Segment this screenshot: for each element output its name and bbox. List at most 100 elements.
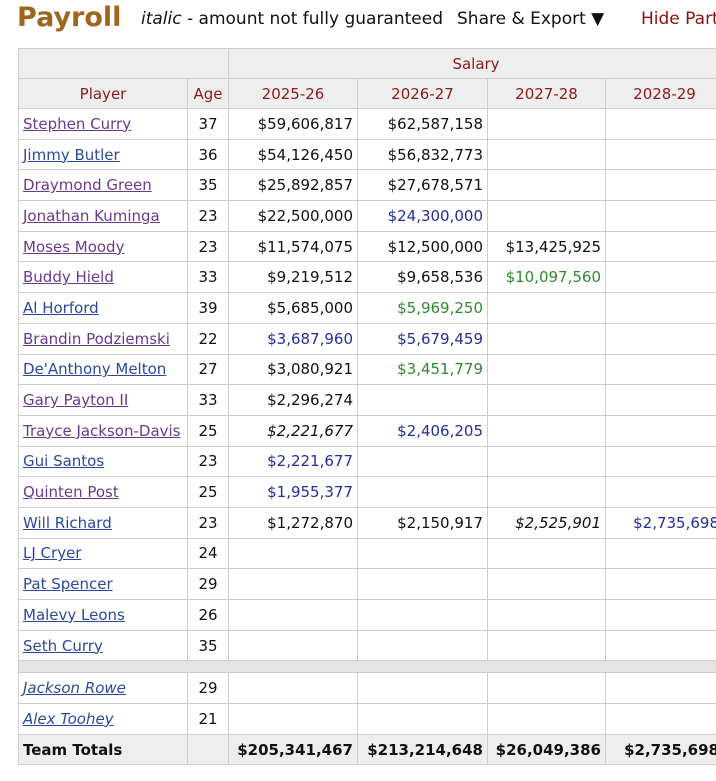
player-link[interactable]: Brandin Podziemski: [23, 329, 170, 348]
player-cell: Draymond Green: [18, 169, 188, 202]
group-header-row: Salary: [18, 48, 716, 79]
salary-cell: [357, 703, 488, 735]
salary-cell: [487, 169, 606, 202]
player-link[interactable]: Jimmy Butler: [23, 145, 120, 164]
salary-cell: [228, 537, 358, 570]
player-cell: Brandin Podziemski: [18, 322, 188, 355]
player-cell: Seth Curry: [18, 629, 188, 662]
column-header: 2026-27: [357, 78, 488, 109]
share-export[interactable]: Share & Export ▼: [457, 9, 605, 29]
salary-cell: [487, 445, 606, 478]
totals-age: [187, 733, 229, 766]
age-cell: 23: [187, 200, 229, 232]
salary-cell: [228, 599, 358, 631]
player-link[interactable]: Will Richard: [23, 513, 112, 532]
salary-cell: [605, 322, 716, 355]
player-link[interactable]: Stephen Curry: [23, 114, 132, 133]
player-link[interactable]: Al Horford: [23, 298, 99, 317]
salary-cell: $11,574,075: [228, 230, 358, 263]
salary-cell: $2,221,677: [228, 414, 358, 447]
player-link[interactable]: Seth Curry: [23, 636, 103, 655]
player-cell: Quinten Post: [18, 476, 188, 508]
player-row: Alex Toohey 21: [18, 703, 716, 735]
salary-cell: $2,525,901: [487, 506, 606, 539]
salary-cell: [487, 322, 606, 355]
salary-cell: [357, 445, 488, 478]
player-link[interactable]: Gary Payton II: [23, 391, 129, 410]
totals-label: Team Totals: [18, 733, 188, 766]
salary-cell: $2,296,274: [228, 384, 358, 416]
player-link[interactable]: Pat Spencer: [23, 575, 113, 594]
age-cell: 25: [187, 414, 229, 447]
player-row: Buddy Hield 33 $9,219,512 $9,658,536 $10,097…: [18, 261, 716, 294]
blank-header: [18, 48, 229, 79]
salary-cell: $5,685,000: [228, 292, 358, 324]
age-cell: 21: [187, 703, 229, 735]
salary-cell: [605, 568, 716, 600]
player-cell: Gary Payton II: [18, 384, 188, 416]
player-row: LJ Cryer 24: [18, 537, 716, 570]
player-link[interactable]: Jackson Rowe: [23, 679, 126, 698]
salary-cell: [487, 384, 606, 416]
salary-cell: [487, 703, 606, 735]
player-row: Quinten Post 25 $1,955,377: [18, 476, 716, 508]
totals-row: Team Totals $205,341,467 $213,214,648 $26,0…: [18, 733, 716, 766]
player-link[interactable]: Trayce Jackson-Davis: [23, 421, 181, 440]
player-cell: Gui Santos: [18, 445, 188, 478]
player-cell: Stephen Curry: [18, 108, 188, 140]
player-row: Will Richard 23 $1,272,870 $2,150,917 $2,525…: [18, 506, 716, 539]
salary-cell: $1,955,377: [228, 476, 358, 508]
player-row: Gary Payton II 33 $2,296,274: [18, 384, 716, 416]
salary-cell: $56,832,773: [357, 138, 488, 171]
player-link[interactable]: Malevy Leons: [23, 605, 125, 624]
salary-cell: $12,500,000: [357, 230, 488, 263]
salary-cell: $25,892,857: [228, 169, 358, 202]
salary-cell: [605, 629, 716, 662]
salary-cell: [605, 292, 716, 324]
salary-cell: $5,969,250: [357, 292, 488, 324]
player-row: Pat Spencer 29: [18, 568, 716, 600]
player-cell: Jackson Rowe: [18, 672, 188, 705]
salary-cell: $59,606,817: [228, 108, 358, 140]
player-link[interactable]: Draymond Green: [23, 176, 152, 195]
salary-cell: $9,658,536: [357, 261, 488, 294]
player-row: Seth Curry 35: [18, 629, 716, 662]
salary-cell: [487, 414, 606, 447]
salary-cell: $3,687,960: [228, 322, 358, 355]
age-cell: 23: [187, 506, 229, 539]
salary-cell: [357, 629, 488, 662]
payroll-table: Salary Player Age 2025-26 2026-27 2027-28 202…: [18, 48, 716, 766]
salary-cell: [228, 629, 358, 662]
player-link[interactable]: Moses Moody: [23, 237, 125, 256]
player-cell: Trayce Jackson-Davis: [18, 414, 188, 447]
player-link[interactable]: Quinten Post: [23, 483, 119, 502]
salary-cell: $3,080,921: [228, 353, 358, 386]
salary-cell: $13,425,925: [487, 230, 606, 263]
player-link[interactable]: Alex Toohey: [23, 709, 114, 728]
player-link[interactable]: De'Anthony Melton: [23, 360, 167, 379]
salary-cell: $9,219,512: [228, 261, 358, 294]
player-row: Jonathan Kuminga 23 $22,500,000 $24,300,000: [18, 200, 716, 232]
salary-cell: [487, 200, 606, 232]
player-link[interactable]: Jonathan Kuminga: [23, 206, 160, 225]
player-link[interactable]: LJ Cryer: [23, 544, 82, 563]
salary-cell: [487, 476, 606, 508]
age-cell: 35: [187, 169, 229, 202]
age-cell: 22: [187, 322, 229, 355]
player-cell: Moses Moody: [18, 230, 188, 263]
salary-cell: [357, 476, 488, 508]
player-cell: Jonathan Kuminga: [18, 200, 188, 232]
column-header: Player: [18, 78, 188, 109]
salary-cell: [357, 599, 488, 631]
salary-cell: [487, 672, 606, 705]
age-cell: 33: [187, 261, 229, 294]
hide-partial[interactable]: Hide Part: [641, 9, 716, 29]
salary-cell: $10,097,560: [487, 261, 606, 294]
player-cell: Al Horford: [18, 292, 188, 324]
salary-cell: [487, 629, 606, 662]
player-link[interactable]: Gui Santos: [23, 452, 105, 471]
column-header: 2025-26: [228, 78, 358, 109]
salary-cell: [605, 476, 716, 508]
player-link[interactable]: Buddy Hield: [23, 268, 114, 287]
salary-cell: [357, 568, 488, 600]
